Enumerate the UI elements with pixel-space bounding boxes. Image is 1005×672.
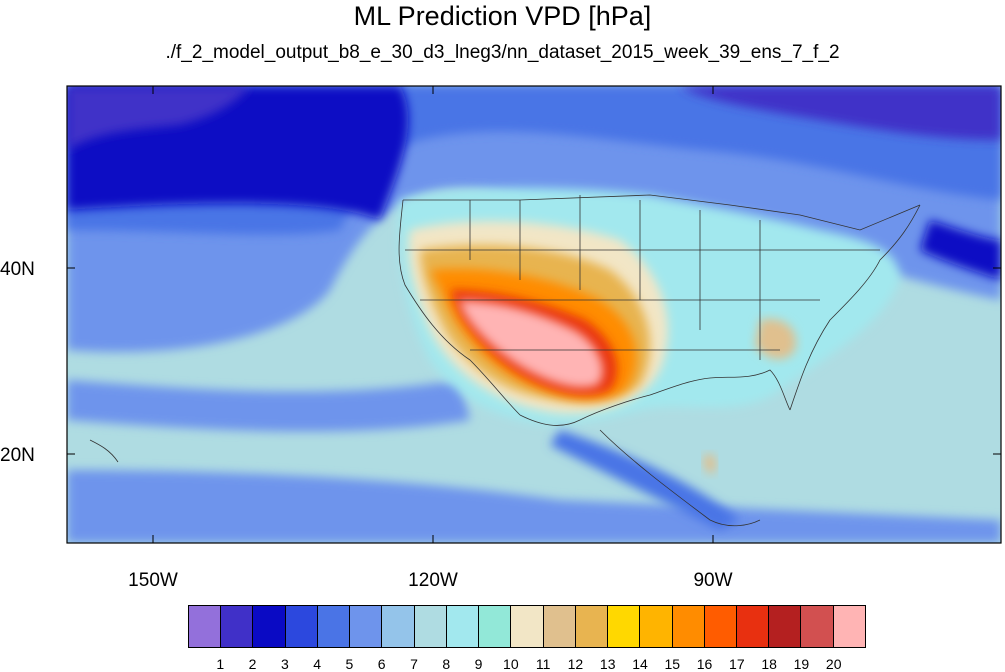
colorbar-label: 13 (599, 656, 616, 672)
colorbar-label: 4 (313, 656, 322, 672)
coastlines (89, 194, 921, 527)
colorbar-label: 3 (280, 656, 289, 672)
colorbar-label: 18 (761, 656, 777, 672)
map-title: ML Prediction VPD [hPa] (353, 1, 652, 31)
colorbar-label: 6 (377, 656, 386, 672)
colorbar-label: 10 (503, 656, 519, 672)
colorbar-label: 14 (632, 656, 648, 672)
colorbar-swatch (640, 606, 673, 647)
lon-tick-label: 90W (693, 570, 733, 591)
colorbar-swatch (511, 606, 544, 647)
colorbar-swatch (446, 606, 480, 647)
field-canada-north (680, 86, 1001, 140)
lon-tick-label: 150W (128, 570, 178, 591)
colorbar-swatch (253, 606, 286, 647)
colorbar-label: 16 (696, 656, 713, 672)
lat-tick-label: 20N (0, 445, 35, 466)
map-field (67, 86, 1001, 543)
colorbar-swatch (382, 606, 415, 647)
colorbar-label: 20 (825, 656, 842, 672)
colorbar-label: 19 (793, 656, 810, 672)
colorbar-label: 2 (248, 656, 257, 672)
colorbar-swatch (543, 606, 576, 647)
colorbar-swatch (608, 606, 641, 647)
colorbar-swatch (350, 606, 383, 647)
map-frame (66, 85, 1002, 544)
colorbar-label: 7 (410, 656, 418, 672)
map-subtitle: ./f_2_model_output_b8_e_30_d3_lneg3/nn_d… (165, 42, 840, 63)
colorbar-swatch (285, 606, 318, 647)
colorbar-swatch (479, 606, 512, 647)
colorbar-swatch (801, 606, 834, 647)
colorbar-label: 1 (216, 656, 225, 672)
graticule-ticks (67, 86, 1001, 543)
lon-tick-label: 120W (408, 570, 458, 591)
field-aleutian (67, 86, 250, 150)
field-east-coast-low (920, 220, 1001, 280)
field-subtropic-band (67, 380, 470, 432)
colorbar-label: 11 (535, 656, 551, 672)
field-gulf-patch (703, 454, 716, 475)
field-southwest-max (458, 300, 604, 388)
colorbar-swatch (833, 606, 865, 647)
colorbar-swatch (575, 606, 609, 647)
colorbar-label: 8 (442, 656, 451, 672)
colorbar-swatch (221, 606, 254, 647)
colorbar-swatch (189, 606, 222, 647)
colorbar-label: 5 (345, 656, 354, 672)
colorbar (188, 605, 866, 648)
field-southeast-patch (755, 319, 796, 360)
colorbar-swatch (414, 606, 447, 647)
colorbar-label: 15 (664, 656, 681, 672)
field-south-band (67, 470, 1001, 543)
field-central-america-low (550, 430, 740, 530)
colorbar-label: 12 (567, 656, 584, 672)
colorbar-swatch (736, 606, 770, 647)
colorbar-label: 17 (729, 656, 745, 672)
colorbar-swatch (704, 606, 737, 647)
colorbar-swatch (672, 606, 705, 647)
colorbar-swatch (317, 606, 351, 647)
lat-tick-label: 40N (0, 259, 35, 280)
colorbar-swatch (769, 606, 802, 647)
colorbar-label: 9 (474, 656, 483, 672)
